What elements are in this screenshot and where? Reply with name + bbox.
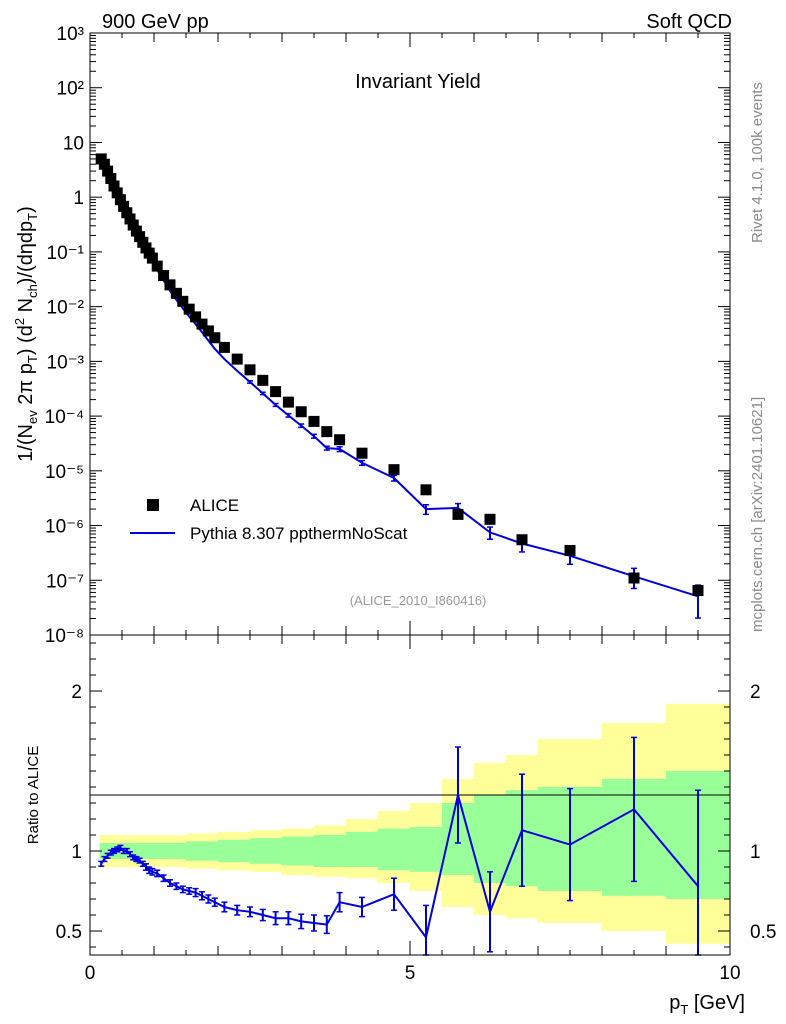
alice-data-point xyxy=(308,415,320,427)
main-ytick-label: 10⁻⁶ xyxy=(45,517,84,538)
main-frame xyxy=(89,32,731,636)
main-ytick-label: 10⁻⁴ xyxy=(45,407,84,428)
ratio-ytick-label-right: 1 xyxy=(750,842,761,863)
main-ytick-label: 10⁻⁷ xyxy=(46,571,84,592)
alice-data-point xyxy=(484,513,496,525)
alice-data-point xyxy=(102,165,114,177)
ratio-band-green xyxy=(314,835,346,867)
main-ytick-label: 1 xyxy=(73,188,84,209)
alice-data-point xyxy=(151,260,163,272)
main-ytick-label: 10³ xyxy=(57,24,84,45)
legend: ALICE Pythia 8.307 ppthermNoScat xyxy=(130,496,408,543)
alice-data-point xyxy=(98,158,110,170)
ratio-band-green xyxy=(410,827,442,872)
ratio-band-green xyxy=(154,843,186,859)
alice-data-point xyxy=(134,231,146,243)
main-ytick-label: 10⁻³ xyxy=(47,352,85,373)
alice-data-point xyxy=(118,200,130,212)
alice-data-point xyxy=(209,332,221,344)
x-axis-label: pT [GeV] xyxy=(669,992,745,1017)
ratio-panel: Ratio to ALICE 0.5 0.5 1 1 2 2 0 5 10 pT [GeV] xyxy=(25,634,776,1017)
ratio-ytick-label-right: 2 xyxy=(750,682,761,703)
alice-data-point xyxy=(121,207,133,219)
ratio-ytick-label: 0.5 xyxy=(56,922,82,943)
alice-data-point xyxy=(124,213,136,225)
ratio-band-green xyxy=(250,838,282,864)
ratio-ytick-label-right: 0.5 xyxy=(750,922,776,943)
ratio-band-green xyxy=(474,795,506,883)
main-ytick-label: 10⁻² xyxy=(47,298,85,319)
alice-data-point xyxy=(321,426,333,438)
ratio-band-green xyxy=(186,841,218,861)
alice-data-point xyxy=(137,236,149,248)
alice-data-point xyxy=(516,534,528,546)
alice-data-point xyxy=(130,225,142,237)
ratio-ytick-label: 2 xyxy=(71,682,82,703)
legend-data-marker xyxy=(147,499,159,511)
legend-label-alice: ALICE xyxy=(190,496,239,515)
alice-data-point xyxy=(108,180,120,192)
ratio-band-green xyxy=(378,828,410,871)
alice-data-point xyxy=(282,396,294,408)
reference-label: (ALICE_2010_I860416) xyxy=(350,593,487,608)
mcplots-label: mcplots.cern.ch [arXiv:2401.10621] xyxy=(749,397,766,632)
ratio-line xyxy=(100,794,699,940)
alice-data-point xyxy=(295,406,307,418)
header-right-label: Soft QCD xyxy=(646,11,732,33)
alice-data-point xyxy=(564,544,576,556)
rivet-version-label: Rivet 4.1.0, 100k events xyxy=(749,82,766,243)
alice-data-point xyxy=(146,252,158,264)
ratio-band-green xyxy=(218,839,250,863)
alice-data-point xyxy=(452,508,464,520)
main-y-axis-label: 1/(Nev 2π pT) (d2 Nch)/(dηdpT) xyxy=(12,206,40,462)
alice-data-point xyxy=(388,464,400,476)
alice-data-point xyxy=(257,374,269,386)
ratio-band-green xyxy=(346,831,378,867)
alice-data-point xyxy=(628,572,640,584)
alice-data-point xyxy=(111,187,123,199)
alice-data-point xyxy=(114,194,126,206)
alice-data-point xyxy=(196,318,208,330)
alice-data-point xyxy=(270,386,282,398)
alice-data-point xyxy=(177,295,189,307)
main-ytick-label: 10⁻⁵ xyxy=(45,462,84,483)
ratio-band-green xyxy=(282,836,314,866)
alice-data-point xyxy=(334,434,346,446)
main-title: Invariant Yield xyxy=(355,71,481,93)
alice-data-point xyxy=(164,279,176,291)
main-panel: Invariant Yield (ALICE_2010_I860416) 1/(… xyxy=(12,24,731,647)
main-ytick-label: 10 xyxy=(63,133,84,154)
ratio-y-axis-label: Ratio to ALICE xyxy=(25,746,42,844)
ratio-ytick-label: 1 xyxy=(71,842,82,863)
alice-data-point xyxy=(170,287,182,299)
main-ytick-label: 10⁻⁸ xyxy=(45,626,84,647)
ratio-xtick-label: 0 xyxy=(85,963,96,984)
legend-label-pythia: Pythia 8.307 ppthermNoScat xyxy=(190,524,408,543)
alice-data-point xyxy=(420,484,432,496)
main-ytick-label: 10² xyxy=(57,79,84,100)
alice-data-point xyxy=(127,219,139,231)
alice-data-point xyxy=(692,585,704,597)
alice-data-point xyxy=(183,303,195,315)
alice-data-point xyxy=(202,325,214,337)
header-left-label: 900 GeV pp xyxy=(102,11,209,33)
main-ytick-label: 10⁻¹ xyxy=(47,243,85,264)
alice-data-point xyxy=(244,364,256,376)
alice-data-point xyxy=(158,270,170,282)
ratio-xtick-label: 10 xyxy=(719,963,740,984)
ratio-xtick-label: 5 xyxy=(405,963,416,984)
alice-data-point xyxy=(190,311,202,323)
alice-data-point xyxy=(218,341,230,353)
alice-data-point xyxy=(356,447,368,459)
alice-data-point xyxy=(231,353,243,365)
alice-data-point xyxy=(105,172,117,184)
